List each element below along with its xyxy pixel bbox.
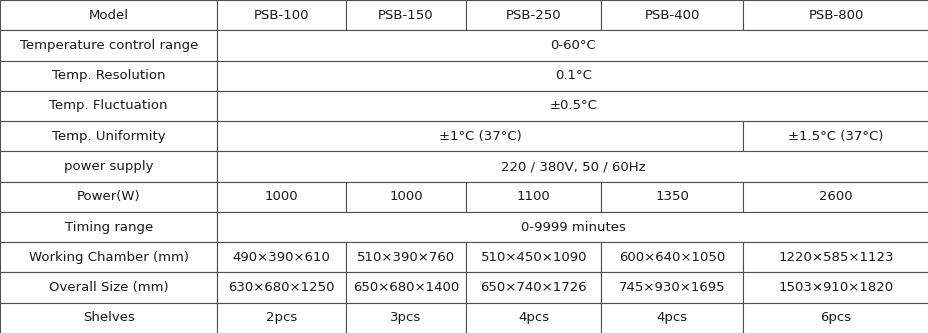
Text: 1220×585×1123: 1220×585×1123 <box>778 251 893 264</box>
Text: power supply: power supply <box>64 160 153 173</box>
Bar <box>217 0 345 30</box>
Text: 6pcs: 6pcs <box>819 311 851 324</box>
Bar <box>345 272 466 303</box>
Bar <box>0 303 217 333</box>
Text: 630×680×1250: 630×680×1250 <box>228 281 334 294</box>
Bar <box>217 30 928 61</box>
Bar <box>742 272 928 303</box>
Text: PSB-800: PSB-800 <box>807 9 863 22</box>
Text: ±1°C (37°C): ±1°C (37°C) <box>438 130 522 143</box>
Text: Temperature control range: Temperature control range <box>19 39 198 52</box>
Bar <box>0 152 217 181</box>
Bar <box>0 61 217 91</box>
Text: PSB-150: PSB-150 <box>378 9 433 22</box>
Bar <box>466 303 600 333</box>
Bar <box>0 121 217 152</box>
Bar <box>0 212 217 242</box>
Text: 650×680×1400: 650×680×1400 <box>353 281 458 294</box>
Bar <box>742 181 928 212</box>
Text: 1350: 1350 <box>654 190 689 203</box>
Bar <box>0 242 217 272</box>
Bar <box>466 181 600 212</box>
Bar <box>345 242 466 272</box>
Text: 510×450×1090: 510×450×1090 <box>480 251 586 264</box>
Text: Timing range: Timing range <box>65 220 152 233</box>
Text: 2pcs: 2pcs <box>265 311 297 324</box>
Text: PSB-400: PSB-400 <box>644 9 699 22</box>
Bar <box>217 272 345 303</box>
Bar <box>217 61 928 91</box>
Text: 510×390×760: 510×390×760 <box>356 251 455 264</box>
Text: 4pcs: 4pcs <box>518 311 548 324</box>
Text: 1000: 1000 <box>389 190 422 203</box>
Bar <box>0 30 217 61</box>
Bar <box>217 152 928 181</box>
Bar <box>742 121 928 152</box>
Bar <box>600 242 742 272</box>
Text: 650×740×1726: 650×740×1726 <box>480 281 586 294</box>
Text: 1000: 1000 <box>264 190 298 203</box>
Bar <box>217 181 345 212</box>
Text: 0.1°C: 0.1°C <box>554 69 591 82</box>
Bar <box>466 272 600 303</box>
Bar <box>0 91 217 121</box>
Text: ±1.5°C (37°C): ±1.5°C (37°C) <box>788 130 883 143</box>
Text: Power(W): Power(W) <box>77 190 140 203</box>
Text: Shelves: Shelves <box>83 311 135 324</box>
Bar <box>345 181 466 212</box>
Text: 4pcs: 4pcs <box>656 311 687 324</box>
Text: 220 / 380V, 50 / 60Hz: 220 / 380V, 50 / 60Hz <box>500 160 645 173</box>
Text: 3pcs: 3pcs <box>390 311 421 324</box>
Text: ±0.5°C: ±0.5°C <box>548 100 597 113</box>
Bar <box>0 272 217 303</box>
Bar <box>742 303 928 333</box>
Bar <box>600 0 742 30</box>
Text: 490×390×610: 490×390×610 <box>232 251 330 264</box>
Bar <box>600 272 742 303</box>
Bar <box>0 181 217 212</box>
Text: 1503×910×1820: 1503×910×1820 <box>778 281 893 294</box>
Text: Working Chamber (mm): Working Chamber (mm) <box>29 251 188 264</box>
Text: Model: Model <box>88 9 129 22</box>
Bar <box>600 181 742 212</box>
Bar <box>742 0 928 30</box>
Text: Temp. Resolution: Temp. Resolution <box>52 69 165 82</box>
Bar <box>217 303 345 333</box>
Bar <box>466 242 600 272</box>
Text: 0-60°C: 0-60°C <box>549 39 596 52</box>
Text: Overall Size (mm): Overall Size (mm) <box>49 281 168 294</box>
Text: Temp. Fluctuation: Temp. Fluctuation <box>49 100 168 113</box>
Text: 0-9999 minutes: 0-9999 minutes <box>521 220 625 233</box>
Bar <box>600 303 742 333</box>
Text: 1100: 1100 <box>516 190 550 203</box>
Text: PSB-100: PSB-100 <box>253 9 309 22</box>
Text: Temp. Uniformity: Temp. Uniformity <box>52 130 165 143</box>
Text: PSB-250: PSB-250 <box>506 9 561 22</box>
Bar <box>466 0 600 30</box>
Bar <box>345 303 466 333</box>
Bar <box>217 121 742 152</box>
Bar <box>217 91 928 121</box>
Bar <box>345 0 466 30</box>
Bar <box>217 242 345 272</box>
Bar <box>217 212 928 242</box>
Text: 745×930×1695: 745×930×1695 <box>618 281 725 294</box>
Bar <box>0 0 217 30</box>
Text: 2600: 2600 <box>818 190 852 203</box>
Text: 600×640×1050: 600×640×1050 <box>618 251 725 264</box>
Bar <box>742 242 928 272</box>
